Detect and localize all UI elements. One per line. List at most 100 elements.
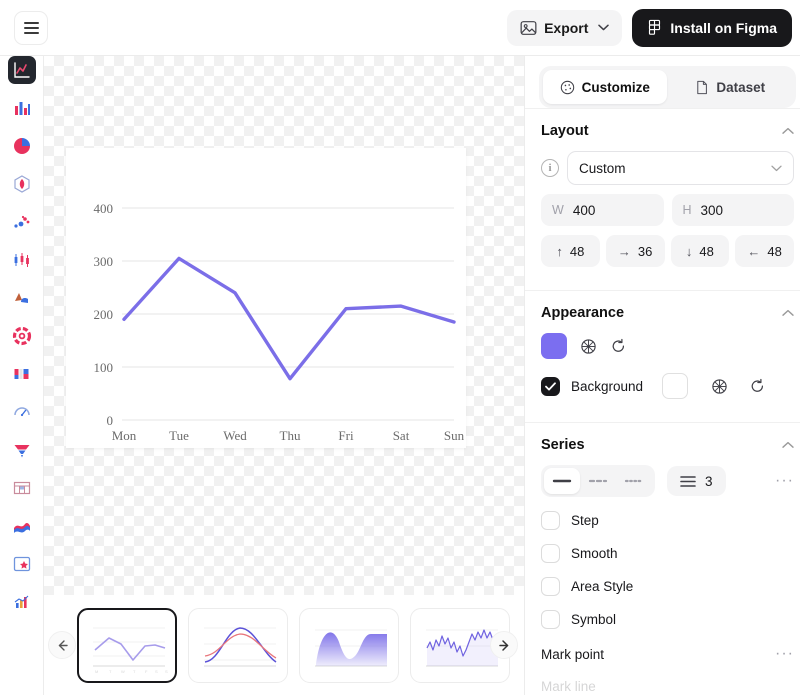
carousel-prev-button[interactable]: [48, 631, 76, 659]
appearance-color-row: [541, 333, 794, 359]
template-thumb-smooth-multi-line[interactable]: [188, 607, 288, 683]
mark-point-row[interactable]: Mark point ···: [541, 645, 794, 663]
mark-line-row[interactable]: Mark line: [541, 679, 794, 694]
background-color-reset-button[interactable]: [749, 378, 766, 395]
menu-button[interactable]: [14, 10, 48, 45]
tab-dataset[interactable]: Dataset: [669, 70, 793, 104]
smooth-multi-line-preview: [204, 627, 277, 667]
export-label: Export: [544, 19, 589, 36]
layout-section-header[interactable]: Layout: [541, 123, 794, 139]
background-checkbox[interactable]: [541, 376, 560, 396]
chart-series-line: [122, 256, 456, 381]
padding-top-value: 48: [569, 243, 585, 259]
rail-item-pie-chart[interactable]: [8, 132, 36, 160]
transparent-canvas[interactable]: 400 300 200 100 0 Mon Tue Wed Thu Fri Sa…: [44, 56, 524, 595]
rail-item-gauge-chart[interactable]: [8, 398, 36, 426]
series-more-button[interactable]: ···: [775, 472, 794, 489]
height-field[interactable]: H 300: [671, 194, 794, 226]
rail-item-sunburst-chart[interactable]: [8, 322, 36, 350]
export-button[interactable]: Export: [507, 9, 623, 46]
series-smooth-row[interactable]: Smooth: [541, 544, 794, 563]
rail-item-calendar-chart[interactable]: [8, 474, 36, 502]
reset-icon: [612, 338, 625, 352]
chevron-down-icon[interactable]: [598, 24, 610, 31]
panel-tabs: Customize Dataset: [539, 66, 796, 108]
rail-item-pictorial-chart[interactable]: [8, 550, 36, 578]
template-thumb-noisy-stacked-line[interactable]: [410, 607, 510, 683]
layout-preset-select[interactable]: Custom: [567, 151, 794, 185]
figma-icon: [649, 19, 661, 35]
solid-line-icon: [552, 479, 572, 483]
svg-text:Tue: Tue: [169, 428, 189, 443]
area-style-checkbox[interactable]: [541, 577, 560, 596]
template-thumb-area-line[interactable]: [299, 607, 399, 683]
padding-top-field[interactable]: ↑ 48: [541, 235, 600, 267]
rail-item-line-chart[interactable]: [7, 56, 36, 84]
chevron-down-icon: [771, 165, 782, 171]
chart-x-axis-labels: Mon Tue Wed Thu Fri Sat Sun: [112, 428, 465, 443]
color-wheel-icon: [712, 378, 727, 394]
rail-item-mixed-chart[interactable]: [8, 588, 36, 616]
svg-text:100: 100: [94, 360, 114, 375]
width-field[interactable]: W 400: [541, 194, 664, 226]
series-step-row[interactable]: Step: [541, 511, 794, 530]
section-layout: Layout i Custom W 400: [525, 108, 800, 290]
calendar-chart-icon: [13, 481, 30, 495]
series-section-header[interactable]: Series: [541, 437, 794, 453]
appearance-section-header[interactable]: Appearance: [541, 305, 794, 321]
top-toolbar: Export Install on Figma: [0, 0, 800, 56]
chart-preview-card[interactable]: 400 300 200 100 0 Mon Tue Wed Thu Fri Sa…: [66, 148, 466, 448]
layout-title: Layout: [541, 123, 589, 139]
series-symbol-row[interactable]: Symbol: [541, 610, 794, 629]
rail-item-funnel-chart[interactable]: [8, 436, 36, 464]
scatter-chart-icon: [13, 215, 29, 228]
padding-left-value: 48: [767, 243, 782, 259]
line-chart-render: 400 300 200 100 0 Mon Tue Wed Thu Fri Sa…: [94, 201, 465, 443]
mark-point-label: Mark point: [541, 646, 605, 662]
rail-item-themeriver-chart[interactable]: [8, 512, 36, 540]
padding-right-field[interactable]: → 36: [605, 235, 665, 267]
line-width-field[interactable]: 3: [667, 466, 726, 496]
svg-text:Sun: Sun: [444, 428, 465, 443]
chevron-up-icon[interactable]: [782, 127, 794, 135]
svg-text:S: S: [165, 669, 168, 674]
background-palette-button[interactable]: [711, 378, 728, 395]
tab-customize[interactable]: Customize: [543, 70, 667, 104]
rail-item-scatter-chart[interactable]: [8, 208, 36, 236]
rail-item-waterfall-chart[interactable]: [8, 360, 36, 388]
chart-y-axis-labels: 400 300 200 100 0: [94, 201, 114, 428]
series-palette-button[interactable]: [580, 338, 597, 355]
mark-point-more-button[interactable]: ···: [775, 645, 794, 662]
chevron-up-icon[interactable]: [782, 309, 794, 317]
step-checkbox[interactable]: [541, 511, 560, 530]
bar-chart-icon: [14, 102, 30, 115]
series-title: Series: [541, 437, 585, 453]
svg-text:S: S: [155, 669, 158, 674]
line-style-solid-button[interactable]: [544, 468, 580, 494]
svg-text:T: T: [133, 669, 136, 674]
smooth-checkbox[interactable]: [541, 544, 560, 563]
line-style-dashed-button[interactable]: [580, 468, 616, 494]
background-color-swatch[interactable]: [662, 373, 689, 399]
chevron-up-icon[interactable]: [782, 441, 794, 449]
series-color-swatch[interactable]: [541, 333, 567, 359]
series-area-style-row[interactable]: Area Style: [541, 577, 794, 596]
padding-bottom-field[interactable]: ↓ 48: [670, 235, 730, 267]
gauge-chart-icon: [13, 407, 30, 417]
line-width-icon: [680, 475, 696, 487]
padding-left-field[interactable]: ← 48: [735, 235, 794, 267]
info-icon[interactable]: i: [541, 159, 559, 177]
pie-chart-icon: [13, 138, 30, 154]
rail-item-radar-chart[interactable]: [8, 170, 36, 198]
color-wheel-icon: [581, 338, 596, 354]
rail-item-candlestick-chart[interactable]: [8, 246, 36, 274]
symbol-checkbox[interactable]: [541, 610, 560, 629]
hamburger-icon-line-2: [23, 26, 39, 29]
rail-item-map-chart[interactable]: [8, 284, 36, 312]
line-style-dotted-button[interactable]: [616, 468, 652, 494]
carousel-next-button[interactable]: [490, 631, 518, 659]
install-figma-button[interactable]: Install on Figma: [632, 8, 792, 47]
rail-item-bar-chart[interactable]: [8, 94, 36, 122]
series-color-reset-button[interactable]: [610, 338, 627, 355]
